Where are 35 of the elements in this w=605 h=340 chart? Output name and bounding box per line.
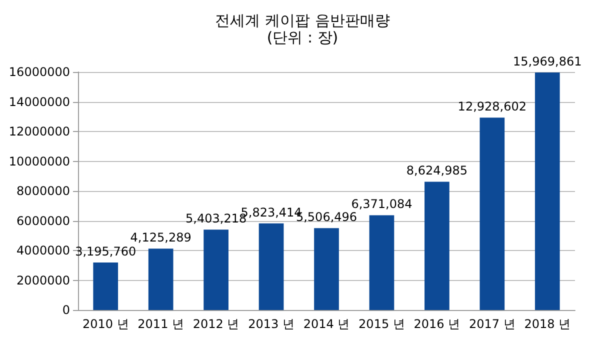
y-tick-label: 4000000 xyxy=(16,244,70,258)
data-label: 6,371,084 xyxy=(351,197,412,212)
y-tick-label: 0 xyxy=(62,303,70,317)
chart-subtitle: (단위 : 장) xyxy=(266,28,338,46)
bar xyxy=(204,230,228,310)
x-tick-label: 2018 년 xyxy=(524,317,571,331)
y-tick-label: 10000000 xyxy=(8,154,70,168)
bar xyxy=(93,262,118,310)
y-tick-label: 8000000 xyxy=(16,184,70,198)
x-tick-label: 2012 년 xyxy=(192,317,240,331)
x-tick-label: 2015 년 xyxy=(358,317,405,331)
y-tick-label: 12000000 xyxy=(8,124,70,138)
y-tick-label: 14000000 xyxy=(8,94,70,109)
data-label: 15,969,861 xyxy=(513,54,582,68)
x-tick-label: 2016 년 xyxy=(414,317,460,331)
bar xyxy=(314,228,339,310)
chart-title: 전세계 케이팝 음반판매량 xyxy=(215,12,390,30)
data-label: 3,195,760 xyxy=(75,244,136,258)
x-tick-label: 2014 년 xyxy=(303,317,350,331)
bar xyxy=(534,72,560,310)
y-tick-label: 6000000 xyxy=(16,214,70,228)
y-tick-label: 16000000 xyxy=(8,65,70,79)
y-tick-label: 2000000 xyxy=(16,273,70,288)
bar xyxy=(258,223,284,310)
data-label: 4,125,289 xyxy=(130,230,192,245)
bar xyxy=(424,182,450,310)
data-label: 8,624,985 xyxy=(406,164,468,178)
x-tick-label: 2011 년 xyxy=(138,317,184,331)
bar xyxy=(480,118,505,310)
x-tick-label: 2017 년 xyxy=(468,317,516,331)
bar xyxy=(148,248,174,310)
bar xyxy=(369,215,394,310)
x-tick-label: 2010 년 xyxy=(82,317,129,331)
x-tick-label: 2013 년 xyxy=(248,317,294,331)
data-label: 12,928,602 xyxy=(458,100,527,114)
